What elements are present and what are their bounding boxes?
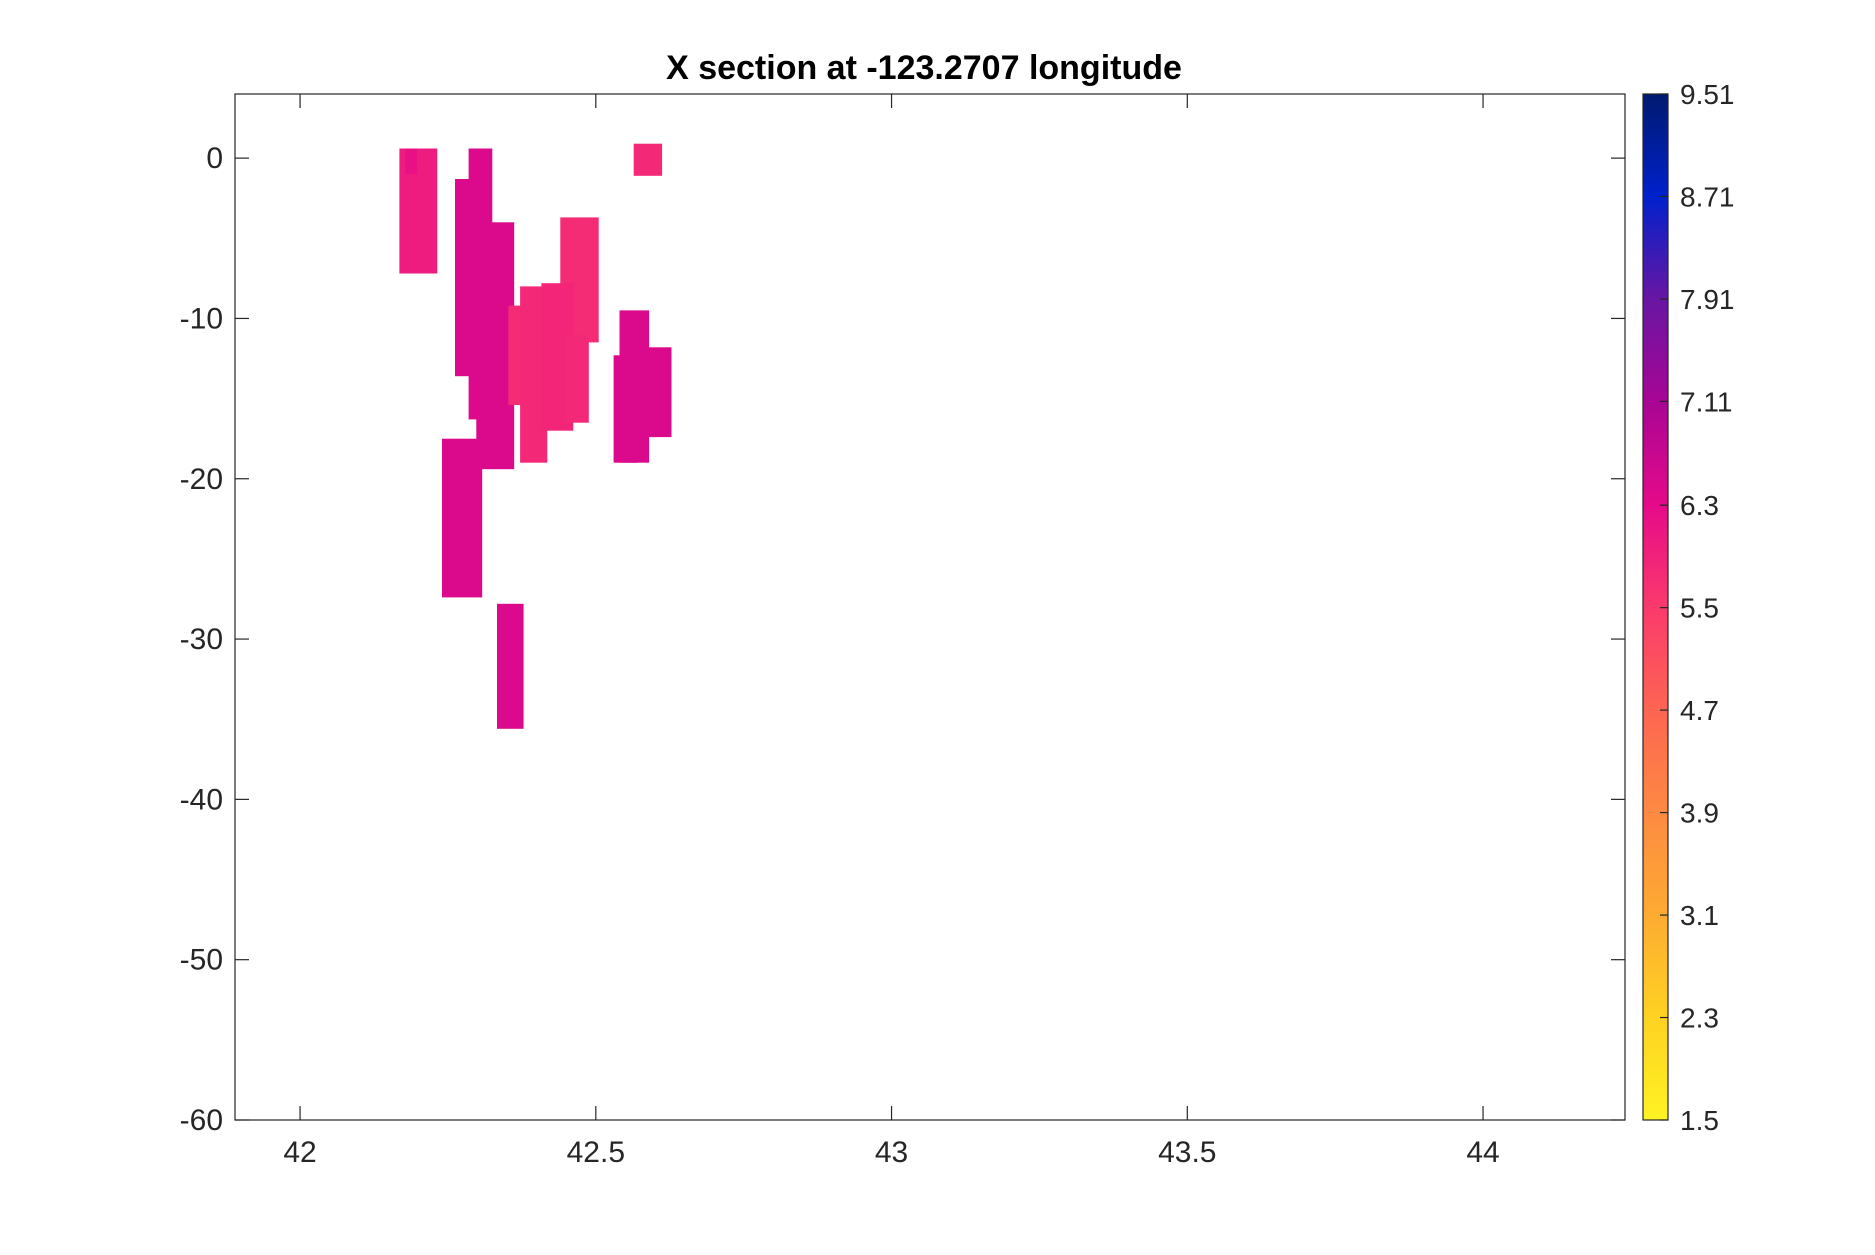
x-tick-label: 42 — [283, 1136, 316, 1169]
colorbar-tick-label: 9.51 — [1680, 79, 1735, 110]
plot-frame — [234, 93, 1626, 1121]
data-patch-16 — [497, 603, 524, 729]
x-tick-label: 44 — [1466, 1136, 1499, 1169]
colorbar-tick-label: 3.1 — [1680, 900, 1719, 931]
y-tick-label: -50 — [180, 944, 223, 977]
y-tick-label: -10 — [180, 302, 223, 335]
y-tick-label: 0 — [206, 142, 223, 175]
plot-area — [399, 143, 672, 729]
x-tick-label: 42.5 — [567, 1136, 625, 1169]
data-patch-5 — [476, 222, 515, 470]
chart-title: X section at -123.2707 longitude — [666, 49, 1182, 87]
data-patch-14 — [633, 143, 663, 176]
data-patch-13 — [637, 347, 672, 438]
colorbar-tick-label: 5.5 — [1680, 593, 1719, 624]
x-tick-label: 43 — [875, 1136, 908, 1169]
axes: 42 42.5 43 43.5 44 0 -10 -20 -30 -40 -50 -60 — [180, 93, 1626, 1169]
data-patch-10 — [564, 334, 589, 423]
colorbar: 9.51 8.71 7.91 7.11 6.3 5.5 4.7 3.9 3.1 2.3 1.5 — [1642, 79, 1735, 1136]
y-tick-label: -60 — [180, 1104, 223, 1137]
data-patch-1 — [399, 148, 438, 274]
data-patch-2 — [405, 148, 418, 175]
y-tick-label: -20 — [180, 463, 223, 496]
colorbar-tick-label: 6.3 — [1680, 490, 1719, 521]
colorbar-tick-label: 7.11 — [1680, 386, 1732, 417]
data-patch-12 — [613, 355, 638, 463]
colorbar-tick-label: 8.71 — [1680, 181, 1735, 212]
colorbar-tick-label: 4.7 — [1680, 695, 1719, 726]
y-tick-label: -30 — [180, 623, 223, 656]
colorbar-tick-label: 3.9 — [1680, 798, 1719, 829]
colorbar-tick-label: 1.5 — [1680, 1105, 1719, 1136]
colorbar-tick-label: 7.91 — [1680, 284, 1735, 315]
y-tick-label: -40 — [180, 783, 223, 816]
colorbar-tick-label: 2.3 — [1680, 1003, 1719, 1034]
x-tick-label: 43.5 — [1158, 1136, 1216, 1169]
data-patch-15 — [442, 438, 483, 598]
colorbar-bar — [1642, 93, 1669, 1121]
